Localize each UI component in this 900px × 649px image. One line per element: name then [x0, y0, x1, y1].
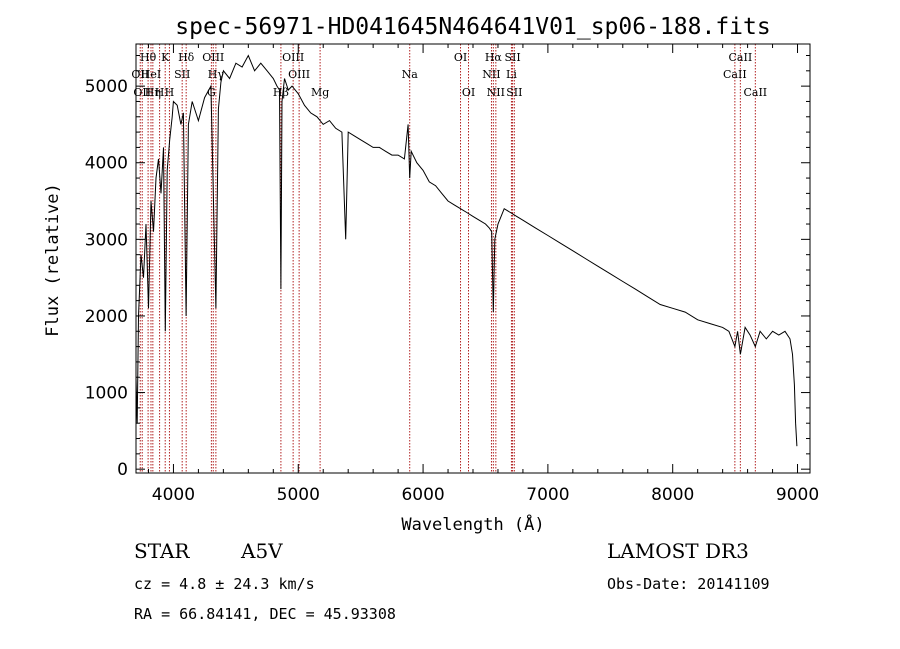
line-label: OII — [133, 86, 151, 99]
y-tick-label: 5000 — [85, 77, 128, 97]
line-label: K — [161, 51, 170, 64]
y-axis-label: Flux (relative) — [43, 183, 63, 337]
line-label: OIII — [202, 51, 224, 64]
x-tick-label: 7000 — [526, 485, 569, 505]
plot-frame — [135, 43, 811, 474]
line-label: NII — [487, 86, 505, 99]
line-label: H — [165, 86, 175, 99]
y-tick-label: 1000 — [85, 384, 128, 404]
x-tick-label: 9000 — [776, 485, 819, 505]
object-class: STAR — [134, 539, 190, 563]
x-axis-ticks: 4000 5000 6000 7000 8000 9000 — [147, 44, 819, 505]
emission-line-labels: OIIOIIHθHeIHηHKHSIIHδGOIIIHγHβOIIIOIIIMg… — [131, 51, 767, 99]
x-axis-label: Wavelength (Å) — [401, 513, 544, 535]
line-label: CaII — [743, 86, 767, 99]
line-label: SII — [504, 51, 520, 64]
y-tick-label: 4000 — [85, 154, 128, 174]
line-label: OIII — [282, 51, 304, 64]
line-label: Hη — [145, 86, 161, 99]
emission-line-markers — [139, 44, 756, 473]
spectral-subclass: A5V — [240, 539, 283, 563]
line-label: Hα — [485, 51, 503, 64]
line-label: Li — [506, 68, 517, 81]
line-label: Hγ — [208, 68, 225, 81]
y-tick-label: 0 — [117, 460, 128, 480]
line-label: SII — [174, 68, 190, 81]
line-label: H — [155, 86, 165, 99]
line-label: HeI — [141, 68, 161, 81]
observation-date: Obs-Date: 20141109 — [607, 575, 770, 593]
y-axis-ticks: 0 1000 2000 3000 4000 5000 — [85, 54, 810, 480]
x-tick-label: 4000 — [152, 485, 195, 505]
line-label: SII — [506, 86, 522, 99]
line-label: CaII — [729, 51, 753, 64]
line-label: Hβ — [273, 86, 289, 99]
redshift-info: cz = 4.8 ± 24.3 km/s — [134, 575, 315, 593]
x-tick-label: 5000 — [277, 485, 320, 505]
line-label: Hθ — [140, 51, 157, 64]
line-label: Na — [402, 68, 419, 81]
line-label: OIII — [288, 68, 310, 81]
line-label: OI — [454, 51, 467, 64]
x-tick-label: 6000 — [401, 485, 444, 505]
line-label: Mg — [311, 86, 329, 99]
coordinates: RA = 66.84141, DEC = 45.93308 — [134, 605, 396, 623]
line-label: NII — [482, 68, 500, 81]
chart-title: spec-56971-HD041645N464641V01_sp06-188.f… — [175, 14, 770, 40]
y-tick-label: 2000 — [85, 307, 128, 327]
line-label: Hδ — [178, 51, 195, 64]
x-tick-label: 8000 — [651, 485, 694, 505]
line-label: OI — [462, 86, 475, 99]
y-tick-label: 3000 — [85, 230, 128, 250]
line-label: CaII — [723, 68, 747, 81]
survey-name: LAMOST DR3 — [607, 539, 749, 563]
spectrum-line — [135, 54, 798, 447]
